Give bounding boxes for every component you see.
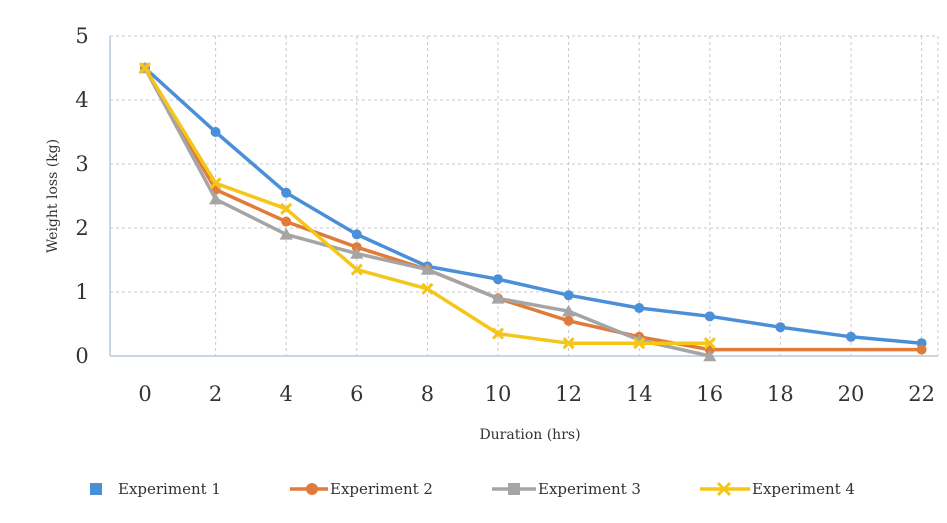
data-point xyxy=(563,315,574,326)
x-marker-stroke xyxy=(703,337,716,350)
y-axis-title: Weight loss (kg) xyxy=(45,139,61,253)
data-point xyxy=(491,291,505,304)
data-point xyxy=(563,290,574,301)
x-marker-stroke xyxy=(280,202,293,215)
series-group xyxy=(138,61,927,362)
legend-marker xyxy=(306,483,318,495)
legend-item: Experiment 3 xyxy=(492,480,641,498)
data-point xyxy=(281,216,292,227)
data-point xyxy=(562,304,576,317)
x-tick-label: 12 xyxy=(555,382,582,406)
data-point xyxy=(281,187,292,198)
y-tick-label: 0 xyxy=(75,344,88,368)
data-point xyxy=(703,337,716,350)
data-point xyxy=(633,337,646,350)
legend-label: Experiment 1 xyxy=(118,480,221,498)
data-point xyxy=(703,349,717,362)
legend-marker xyxy=(508,483,520,495)
x-tick-label: 20 xyxy=(838,382,865,406)
data-point xyxy=(846,331,856,342)
data-point xyxy=(420,263,434,275)
x-tick-label: 4 xyxy=(280,382,293,406)
data-point xyxy=(350,247,364,259)
series-2 xyxy=(140,63,927,355)
y-tick-label: 5 xyxy=(75,24,88,48)
legend-marker xyxy=(90,483,102,495)
y-tick-label: 4 xyxy=(75,88,88,112)
y-tick-label: 2 xyxy=(75,216,88,240)
data-point xyxy=(210,127,221,137)
data-point xyxy=(209,192,223,205)
series-line xyxy=(143,66,924,352)
data-point xyxy=(562,337,575,350)
legend-label: Experiment 4 xyxy=(752,480,855,498)
data-point xyxy=(634,303,645,313)
legend-item: Experiment 4 xyxy=(700,480,855,498)
x-tick-label: 14 xyxy=(626,382,653,406)
data-point xyxy=(138,61,152,75)
data-point xyxy=(775,322,786,333)
series-4 xyxy=(138,61,716,350)
x-marker-stroke xyxy=(350,263,363,276)
x-marker-stroke xyxy=(633,337,646,350)
x-tick-label: 8 xyxy=(421,382,434,406)
x-tick-label: 6 xyxy=(350,382,363,406)
data-point xyxy=(491,327,505,340)
x-marker-stroke xyxy=(716,481,732,497)
x-tick-label: 22 xyxy=(908,382,935,406)
data-point xyxy=(209,177,222,190)
x-marker-stroke xyxy=(562,337,575,350)
legend-marker xyxy=(716,481,732,497)
data-point xyxy=(351,229,362,240)
x-marker-stroke xyxy=(491,327,505,340)
x-marker-stroke xyxy=(138,61,152,75)
x-marker-stroke xyxy=(209,177,222,190)
x-tick-label: 16 xyxy=(696,382,723,406)
legend-label: Experiment 2 xyxy=(330,480,433,498)
series-3 xyxy=(138,61,717,362)
x-tick-label: 0 xyxy=(138,382,151,406)
data-point xyxy=(279,227,293,240)
legend-item: Experiment 1 xyxy=(90,480,221,498)
legend-item: Experiment 2 xyxy=(290,480,433,498)
data-point xyxy=(350,263,363,276)
x-axis-title: Duration (hrs) xyxy=(479,427,580,443)
y-tick-label: 3 xyxy=(75,152,88,176)
x-tick-label: 10 xyxy=(485,382,512,406)
legend-label: Experiment 3 xyxy=(538,480,641,498)
legend: Experiment 1 Experiment 2 Experiment 3 Expe… xyxy=(90,480,855,498)
x-marker-stroke xyxy=(421,282,434,295)
data-point xyxy=(916,344,927,355)
x-tick-label: 2 xyxy=(209,382,222,406)
y-tick-label: 1 xyxy=(75,280,88,304)
grid xyxy=(110,35,939,356)
series-line xyxy=(143,66,924,345)
data-point xyxy=(704,311,715,322)
data-point xyxy=(421,282,434,295)
data-point xyxy=(280,202,293,215)
x-tick-label: 18 xyxy=(767,382,794,406)
data-point xyxy=(493,274,503,285)
